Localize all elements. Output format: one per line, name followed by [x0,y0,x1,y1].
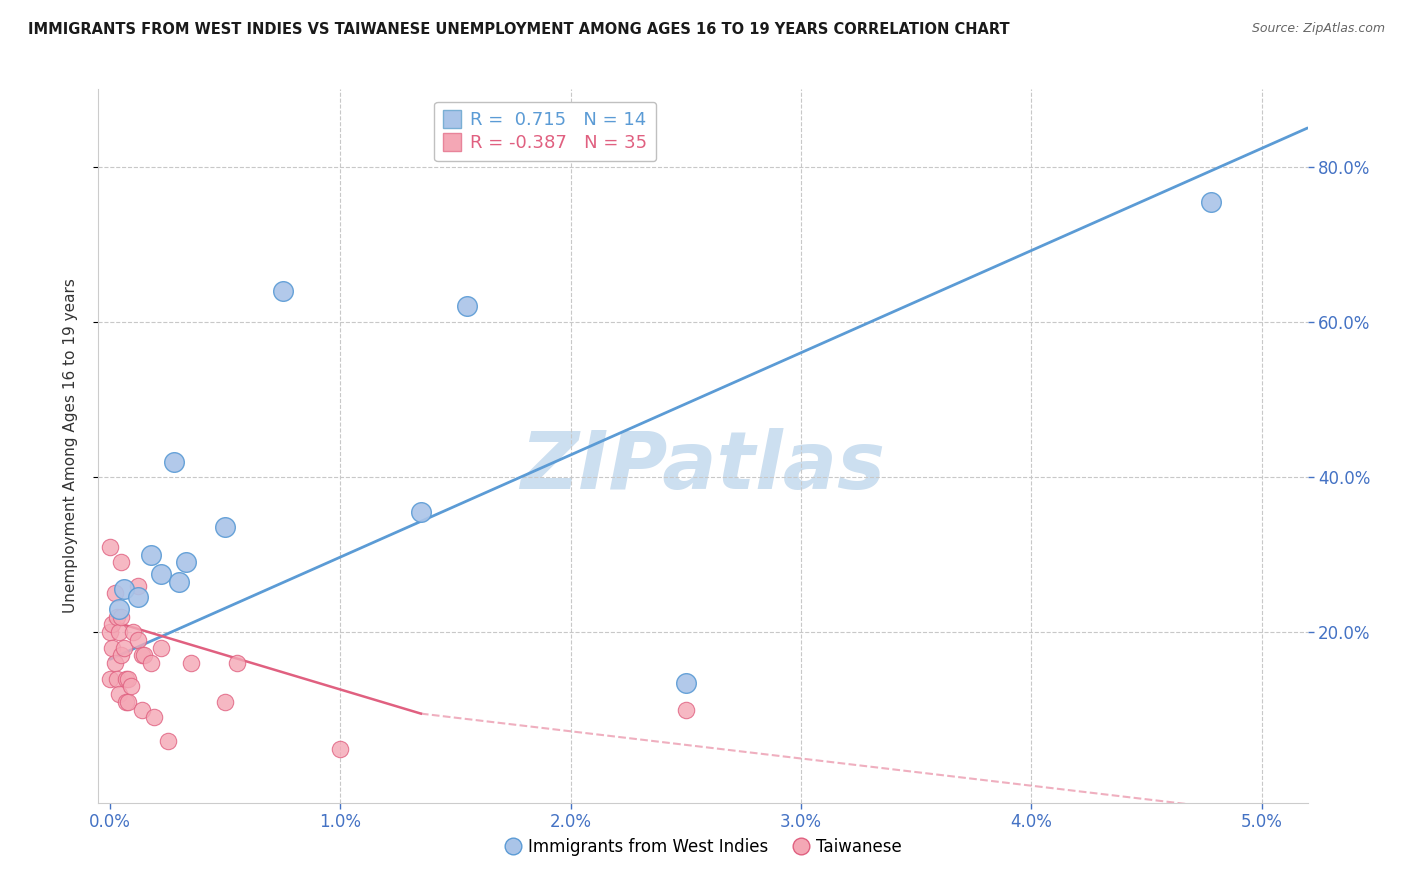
Point [103,656,125,670]
Point [167,574,190,589]
Point [675,703,697,717]
Point [98,540,121,554]
Point [105,609,128,624]
Point [456,299,478,313]
Point [108,625,131,640]
Point [112,582,135,597]
Point [174,555,197,569]
Point [127,632,149,647]
Point [214,520,236,534]
Point [120,680,142,694]
Point [98,625,121,640]
Point [156,733,179,747]
Text: ZIPatlas: ZIPatlas [520,428,886,507]
Legend: Immigrants from West Indies, Taiwanese: Immigrants from West Indies, Taiwanese [498,831,908,863]
Text: Source: ZipAtlas.com: Source: ZipAtlas.com [1251,22,1385,36]
Point [110,609,132,624]
Point [142,710,165,724]
Point [141,656,163,670]
Point [105,672,128,686]
Point [149,566,172,581]
Point [117,672,139,686]
Point [101,617,124,632]
Point [214,695,236,709]
Point [108,687,131,701]
Point [225,656,247,670]
Point [1199,194,1222,209]
Point [180,656,202,670]
Point [115,695,138,709]
Point [675,675,697,690]
Point [127,579,149,593]
Point [103,586,125,600]
Point [108,602,131,616]
Text: IMMIGRANTS FROM WEST INDIES VS TAIWANESE UNEMPLOYMENT AMONG AGES 16 TO 19 YEARS : IMMIGRANTS FROM WEST INDIES VS TAIWANESE… [28,22,1010,37]
Point [98,672,121,686]
Point [329,741,352,756]
Point [115,672,138,686]
Point [131,703,153,717]
Point [149,640,172,655]
Point [117,695,139,709]
Point [112,640,135,655]
Point [110,648,132,663]
Point [134,648,156,663]
Point [101,640,124,655]
Y-axis label: Unemployment Among Ages 16 to 19 years: Unemployment Among Ages 16 to 19 years [63,278,77,614]
Point [163,454,186,468]
Point [131,648,153,663]
Point [122,625,145,640]
Point [110,555,132,569]
Point [409,505,432,519]
Point [127,591,149,605]
Point [271,284,294,298]
Point [141,548,163,562]
